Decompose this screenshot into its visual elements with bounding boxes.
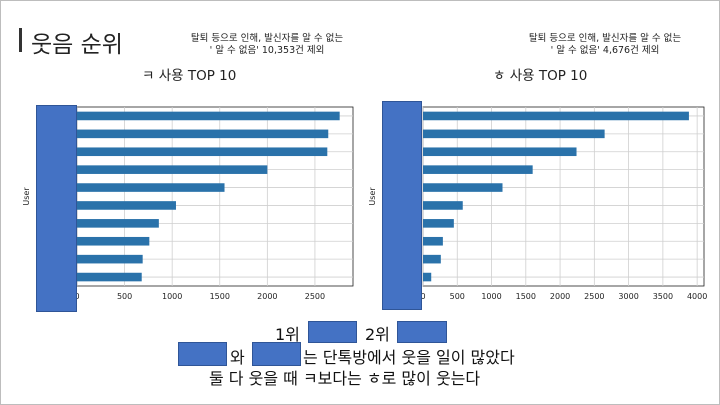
right-chart-title: ㅎ 사용 TOP 10: [493, 68, 588, 84]
right-note: 탈퇴 등으로 인해, 발신자를 알 수 없는 ' 알 수 없음' 4,676건 …: [507, 33, 703, 57]
bar: [77, 129, 329, 139]
name-2-redaction: [252, 342, 301, 366]
x-tick-label: 3500: [653, 292, 673, 301]
bar: [423, 236, 443, 246]
title-accent-bar: [19, 28, 22, 52]
bar: [423, 272, 432, 282]
line2-connector: 와: [230, 348, 245, 367]
name-1-redaction: [178, 342, 227, 366]
x-tick-label: 0: [420, 292, 425, 301]
left-note: 탈퇴 등으로 인해, 발신자를 알 수 없는 ' 알 수 없음' 10,353건…: [169, 33, 365, 57]
bar: [77, 165, 268, 174]
rank-2-label: 2위: [365, 325, 390, 344]
bar: [423, 183, 503, 192]
bar: [423, 201, 463, 210]
x-tick-label: 2000: [550, 292, 570, 301]
summary-sentence: 둘 다 웃을 때 ㅋ보다는 ㅎ로 많이 웃는다: [209, 369, 481, 388]
bar: [77, 183, 225, 192]
x-tick-label: 3000: [618, 292, 638, 301]
right-username-redaction: [382, 101, 422, 310]
x-tick-label: 1000: [162, 292, 182, 301]
bar: [77, 272, 142, 282]
x-tick-label: 4000: [687, 292, 707, 301]
left-bar-chart: 0 500 1000 1500 2000 2500 User: [22, 106, 354, 301]
right-note-line-2: ' 알 수 없음' 4,676건 제외: [550, 45, 660, 56]
left-note-line-1: 탈퇴 등으로 인해, 발신자를 알 수 없는: [190, 33, 344, 44]
right-note-line-1: 탈퇴 등으로 인해, 발신자를 알 수 없는: [528, 33, 682, 44]
y-axis-label: User: [22, 187, 31, 206]
x-tick-label: 1500: [516, 292, 536, 301]
bar: [423, 165, 533, 174]
x-tick-label: 2500: [305, 292, 325, 301]
rank-1-label: 1위: [275, 325, 300, 344]
bar: [423, 147, 577, 157]
page-title: 웃음 순위: [31, 32, 123, 58]
bar: [77, 111, 340, 121]
rank-2-name-redaction: [397, 321, 447, 343]
y-axis-label: User: [368, 187, 377, 206]
x-tick-label: 500: [450, 292, 465, 301]
x-tick-label: 0: [74, 292, 79, 301]
line2-sentence: 는 단톡방에서 웃을 일이 많았다: [303, 348, 515, 367]
right-bar-chart: 0 500 1000 1500 2000 2500 3000 3500 4000 User: [368, 106, 707, 301]
x-tick-label: 1000: [481, 292, 501, 301]
bar: [77, 201, 176, 210]
rank-1-name-redaction: [308, 321, 357, 343]
left-note-line-2: ' 알 수 없음' 10,353건 제외: [209, 45, 325, 56]
bar: [77, 254, 143, 264]
x-tick-label: 1500: [210, 292, 230, 301]
bar: [423, 254, 441, 264]
left-username-redaction: [36, 105, 77, 312]
x-tick-label: 2500: [584, 292, 604, 301]
bar: [423, 129, 605, 139]
x-tick-label: 500: [117, 292, 132, 301]
bar: [77, 219, 159, 228]
bar: [423, 111, 689, 121]
bar: [77, 147, 328, 157]
left-chart-title: ㅋ 사용 TOP 10: [142, 68, 237, 84]
x-tick-label: 2000: [257, 292, 277, 301]
bar: [423, 219, 454, 228]
bar: [77, 236, 150, 246]
